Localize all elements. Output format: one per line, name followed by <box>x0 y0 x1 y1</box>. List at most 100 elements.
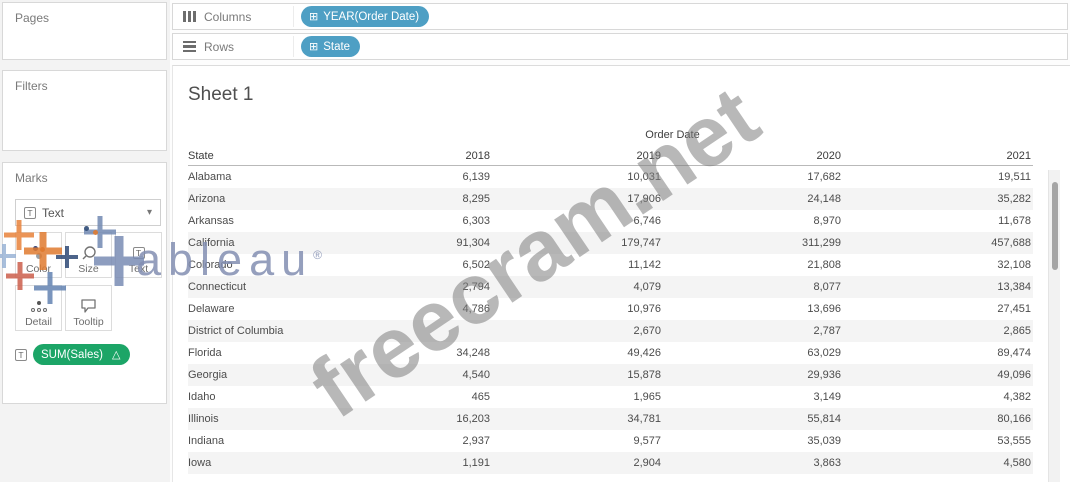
state-cell[interactable]: Iowa <box>188 457 212 469</box>
value-cell[interactable]: 15,878 <box>627 369 661 381</box>
value-cell[interactable]: 2,794 <box>462 281 490 293</box>
value-cell[interactable]: 4,786 <box>462 303 490 315</box>
table-row[interactable]: Arizona 8,295 17,906 24,148 35,282 <box>188 188 1033 210</box>
value-cell[interactable]: 17,906 <box>627 193 661 205</box>
state-cell[interactable]: Florida <box>188 347 222 359</box>
value-cell[interactable]: 63,029 <box>807 347 841 359</box>
value-cell[interactable]: 49,096 <box>997 369 1031 381</box>
table-row[interactable]: Georgia 4,540 15,878 29,936 49,096 <box>188 364 1033 386</box>
value-cell[interactable]: 11,678 <box>998 215 1031 227</box>
value-cell[interactable]: 32,108 <box>997 259 1031 271</box>
table-row[interactable]: Arkansas 6,303 6,746 8,970 11,678 <box>188 210 1033 232</box>
state-cell[interactable]: Connecticut <box>188 281 247 293</box>
value-cell[interactable]: 311,299 <box>802 237 841 249</box>
value-cell[interactable]: 13,384 <box>997 281 1031 293</box>
value-cell[interactable]: 16,203 <box>456 413 490 425</box>
value-cell[interactable]: 27,451 <box>997 303 1031 315</box>
value-cell[interactable]: 53,555 <box>997 435 1031 447</box>
value-cell[interactable]: 49,426 <box>627 347 661 359</box>
value-cell[interactable]: 80,166 <box>997 413 1031 425</box>
state-cell[interactable]: Arkansas <box>188 215 234 227</box>
value-cell[interactable]: 34,781 <box>627 413 661 425</box>
value-cell[interactable]: 55,814 <box>807 413 841 425</box>
state-cell[interactable]: Arizona <box>188 193 226 205</box>
scrollbar-thumb[interactable] <box>1052 182 1058 270</box>
table-row[interactable]: California 91,304 179,747 311,299 457,688 <box>188 232 1033 254</box>
table-row[interactable]: Florida 34,248 49,426 63,029 89,474 <box>188 342 1033 364</box>
value-cell[interactable]: 3,863 <box>813 457 841 469</box>
table-row[interactable]: Delaware 4,786 10,976 13,696 27,451 <box>188 298 1033 320</box>
value-cell[interactable]: 6,502 <box>462 259 490 271</box>
state-pill[interactable]: ⊞ State <box>301 36 361 57</box>
value-cell[interactable]: 34,248 <box>456 347 490 359</box>
row-field-header[interactable]: State <box>188 149 214 162</box>
year-order-date-pill[interactable]: ⊞ YEAR(Order Date) <box>301 6 430 27</box>
state-cell[interactable]: Alabama <box>188 171 232 183</box>
value-cell[interactable]: 179,747 <box>621 237 661 249</box>
value-cell[interactable]: 2,865 <box>1003 325 1031 337</box>
value-cell[interactable]: 1,191 <box>462 457 490 469</box>
value-cell[interactable]: 4,382 <box>1003 391 1031 403</box>
value-cell[interactable]: 4,079 <box>633 281 661 293</box>
value-cell[interactable]: 2,937 <box>462 435 490 447</box>
value-cell[interactable]: 1,965 <box>633 391 661 403</box>
value-cell[interactable]: 2,670 <box>633 325 661 337</box>
table-row[interactable]: Iowa 1,191 2,904 3,863 4,580 <box>188 452 1033 474</box>
state-cell[interactable]: Delaware <box>188 303 235 315</box>
value-cell[interactable]: 29,936 <box>807 369 841 381</box>
tooltip-button[interactable]: Tooltip <box>65 285 112 331</box>
value-cell[interactable]: 10,976 <box>627 303 661 315</box>
state-cell[interactable]: Georgia <box>188 369 228 381</box>
value-cell[interactable]: 10,031 <box>627 171 661 183</box>
value-cell[interactable]: 8,077 <box>813 281 841 293</box>
state-cell[interactable]: California <box>188 237 235 249</box>
value-cell[interactable]: 19,511 <box>998 171 1031 183</box>
value-cell[interactable]: 2,787 <box>813 325 841 337</box>
table-row[interactable]: Indiana 2,937 9,577 35,039 53,555 <box>188 430 1033 452</box>
value-cell[interactable]: 17,682 <box>807 171 841 183</box>
value-cell[interactable]: 35,039 <box>807 435 841 447</box>
value-cell[interactable]: 8,970 <box>813 215 841 227</box>
color-button[interactable]: Color <box>15 232 62 278</box>
value-cell[interactable]: 24,148 <box>807 193 841 205</box>
columns-shelf[interactable]: Columns ⊞ YEAR(Order Date) <box>172 3 1068 30</box>
vertical-scrollbar[interactable] <box>1048 170 1060 482</box>
value-cell[interactable]: 6,139 <box>462 171 490 183</box>
filters-shelf[interactable]: Filters <box>2 70 167 151</box>
table-row[interactable]: Idaho 465 1,965 3,149 4,382 <box>188 386 1033 408</box>
table-row[interactable]: Connecticut 2,794 4,079 8,077 13,384 <box>188 276 1033 298</box>
value-cell[interactable]: 11,142 <box>628 259 661 271</box>
mark-type-dropdown[interactable]: T Text ▾ <box>15 199 161 226</box>
value-cell[interactable]: 13,696 <box>807 303 841 315</box>
pages-shelf[interactable]: Pages <box>2 2 167 60</box>
state-cell[interactable]: Illinois <box>188 413 219 425</box>
value-cell[interactable]: 4,580 <box>1003 457 1031 469</box>
value-cell[interactable]: 4,540 <box>462 369 490 381</box>
value-cell[interactable]: 35,282 <box>997 193 1031 205</box>
value-cell[interactable]: 3,149 <box>813 391 841 403</box>
value-cell[interactable]: 91,304 <box>456 237 490 249</box>
value-cell[interactable]: 9,577 <box>633 435 661 447</box>
value-cell[interactable]: 457,688 <box>991 237 1031 249</box>
state-cell[interactable]: Idaho <box>188 391 216 403</box>
year-column-header[interactable]: 2020 <box>816 149 841 162</box>
table-row[interactable]: District of Columbia 2,670 2,787 2,865 <box>188 320 1033 342</box>
value-cell[interactable]: 465 <box>471 391 490 403</box>
table-row[interactable]: Colorado 6,502 11,142 21,808 32,108 <box>188 254 1033 276</box>
value-cell[interactable]: 2,904 <box>633 457 661 469</box>
detail-button[interactable]: Detail <box>15 285 62 331</box>
value-cell[interactable]: 8,295 <box>462 193 490 205</box>
year-column-header[interactable]: 2018 <box>465 149 490 162</box>
value-cell[interactable]: 89,474 <box>997 347 1031 359</box>
state-cell[interactable]: Colorado <box>188 259 233 271</box>
table-row[interactable]: Alabama 6,139 10,031 17,682 19,511 <box>188 166 1033 188</box>
text-button[interactable]: T Text <box>115 232 162 278</box>
value-cell[interactable]: 21,808 <box>807 259 841 271</box>
table-row[interactable]: Illinois 16,203 34,781 55,814 80,166 <box>188 408 1033 430</box>
state-cell[interactable]: Indiana <box>188 435 225 447</box>
sum-sales-pill[interactable]: SUM(Sales) △ <box>33 344 131 365</box>
rows-shelf[interactable]: Rows ⊞ State <box>172 33 1068 60</box>
size-button[interactable]: Size <box>65 232 112 278</box>
state-cell[interactable]: District of Columbia <box>188 325 284 337</box>
year-column-header[interactable]: 2021 <box>1006 149 1031 162</box>
